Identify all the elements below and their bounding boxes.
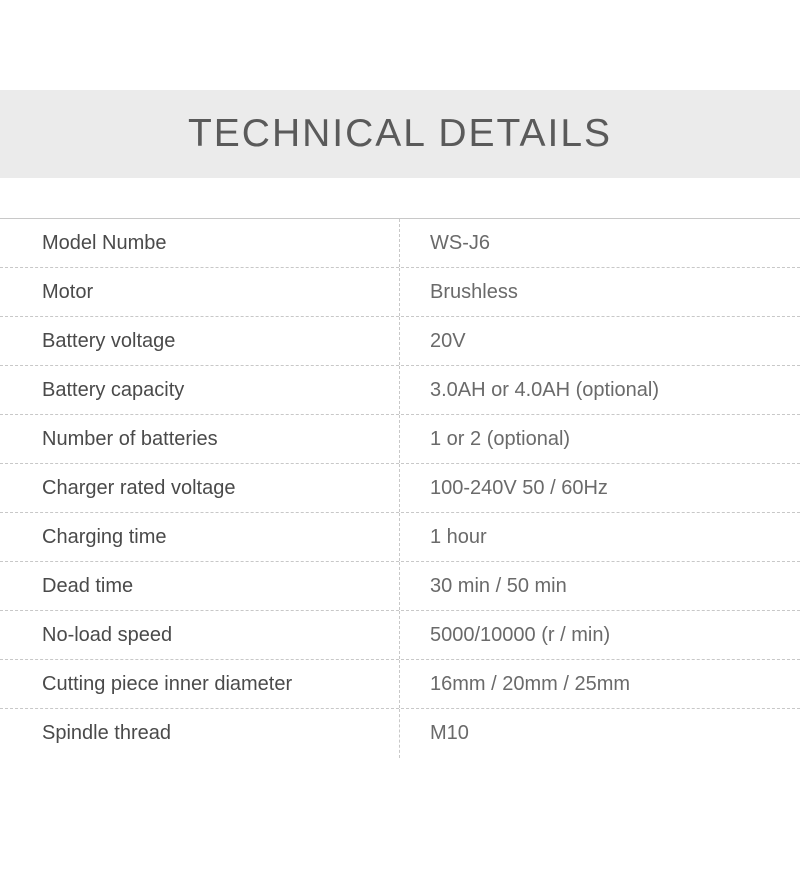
spec-label: Charger rated voltage bbox=[0, 464, 400, 512]
table-row: Dead time 30 min / 50 min bbox=[0, 562, 800, 611]
table-row: Model Numbe WS-J6 bbox=[0, 219, 800, 268]
spec-label: Motor bbox=[0, 268, 400, 316]
table-row: Spindle thread M10 bbox=[0, 709, 800, 758]
spec-value: 3.0AH or 4.0AH (optional) bbox=[400, 379, 800, 402]
spec-label: Battery capacity bbox=[0, 366, 400, 414]
spec-label: Model Numbe bbox=[0, 219, 400, 267]
spec-value: M10 bbox=[400, 722, 800, 745]
spec-label: Spindle thread bbox=[0, 709, 400, 758]
spec-value: 20V bbox=[400, 330, 800, 353]
table-row: No-load speed 5000/10000 (r / min) bbox=[0, 611, 800, 660]
spec-value: 5000/10000 (r / min) bbox=[400, 624, 800, 647]
spec-value: 1 or 2 (optional) bbox=[400, 428, 800, 451]
spec-label: Cutting piece inner diameter bbox=[0, 660, 400, 708]
table-row: Number of batteries 1 or 2 (optional) bbox=[0, 415, 800, 464]
table-row: Charger rated voltage 100-240V 50 / 60Hz bbox=[0, 464, 800, 513]
spec-label: Number of batteries bbox=[0, 415, 400, 463]
page-title: TECHNICAL DETAILS bbox=[188, 112, 612, 156]
spec-value: Brushless bbox=[400, 281, 800, 304]
spec-value: 1 hour bbox=[400, 526, 800, 549]
spec-label: Dead time bbox=[0, 562, 400, 610]
spec-label: No-load speed bbox=[0, 611, 400, 659]
table-row: Battery capacity 3.0AH or 4.0AH (optiona… bbox=[0, 366, 800, 415]
title-band: TECHNICAL DETAILS bbox=[0, 90, 800, 178]
spec-value: 100-240V 50 / 60Hz bbox=[400, 477, 800, 500]
table-row: Battery voltage 20V bbox=[0, 317, 800, 366]
spec-value: 16mm / 20mm / 25mm bbox=[400, 673, 800, 696]
spec-table: Model Numbe WS-J6 Motor Brushless Batter… bbox=[0, 218, 800, 758]
spec-value: WS-J6 bbox=[400, 232, 800, 255]
spec-label: Charging time bbox=[0, 513, 400, 561]
spec-value: 30 min / 50 min bbox=[400, 575, 800, 598]
table-row: Charging time 1 hour bbox=[0, 513, 800, 562]
spec-label: Battery voltage bbox=[0, 317, 400, 365]
table-row: Cutting piece inner diameter 16mm / 20mm… bbox=[0, 660, 800, 709]
table-row: Motor Brushless bbox=[0, 268, 800, 317]
